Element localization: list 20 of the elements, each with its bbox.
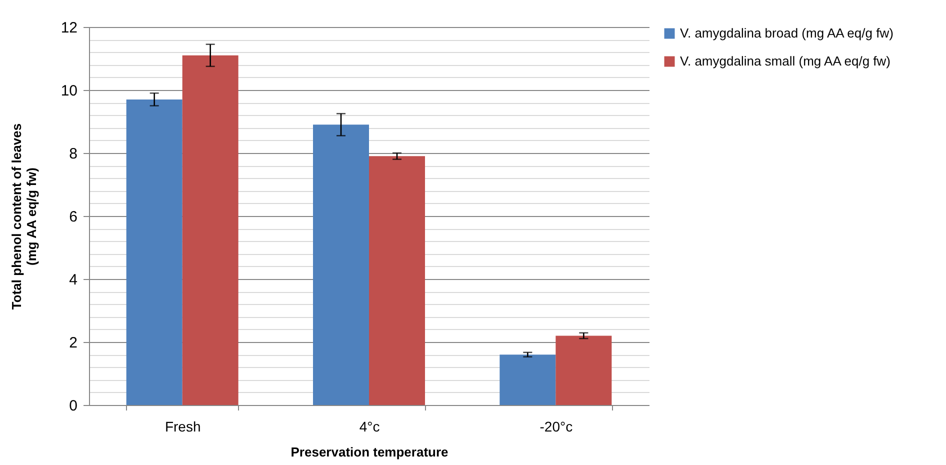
bar: [126, 99, 182, 405]
bar: [313, 124, 369, 405]
x-tick-label: -20°c: [540, 418, 573, 434]
y-tick-label: 6: [69, 208, 78, 226]
y-tick-label: 4: [69, 272, 78, 288]
y-tick-label: 0: [69, 398, 78, 414]
legend-label: V. amygdalina small (mg AA eq/g fw): [680, 54, 891, 68]
y-tick-label: 8: [69, 146, 78, 162]
y-tick-label: 10: [60, 82, 78, 100]
y-axis-title: Total phenol content of leaves (mg AA eq/g fw): [8, 123, 39, 310]
y-tick-label: 2: [69, 334, 78, 352]
y-tick-label: 12: [60, 20, 78, 36]
bar: [500, 354, 556, 405]
legend-label: V. amygdalina broad (mg AA eq/g fw): [680, 26, 894, 40]
bar: [556, 336, 612, 405]
x-tick-label: Fresh: [164, 418, 201, 434]
bar: [369, 156, 425, 405]
x-tick-label: 4°c: [359, 418, 380, 434]
x-axis-title: Preservation temperature: [290, 444, 448, 460]
bar: [182, 55, 238, 405]
